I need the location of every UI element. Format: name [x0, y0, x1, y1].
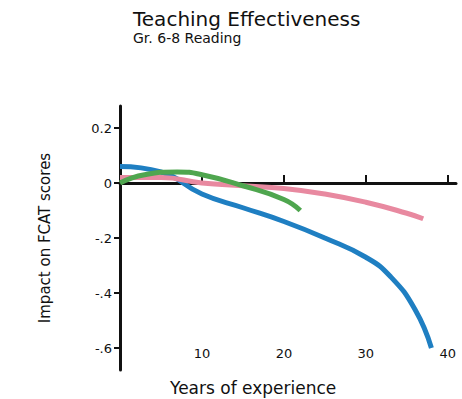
svg-text:Gr. 6-8 Reading: Gr. 6-8 Reading — [133, 30, 241, 46]
svg-text:30: 30 — [358, 346, 375, 361]
svg-text:40: 40 — [440, 346, 457, 361]
svg-text:20: 20 — [276, 346, 293, 361]
svg-text:0.2: 0.2 — [91, 121, 112, 136]
svg-text:-.2: -.2 — [95, 231, 112, 246]
svg-text:Impact on FCAT scores: Impact on FCAT scores — [36, 153, 54, 324]
svg-text:0: 0 — [104, 176, 112, 191]
svg-text:-.4: -.4 — [95, 286, 112, 301]
svg-text:Teaching Effectiveness: Teaching Effectiveness — [132, 7, 360, 31]
svg-text:10: 10 — [194, 346, 211, 361]
svg-text:-.6: -.6 — [95, 341, 112, 356]
svg-text:Years of experience: Years of experience — [169, 378, 336, 398]
